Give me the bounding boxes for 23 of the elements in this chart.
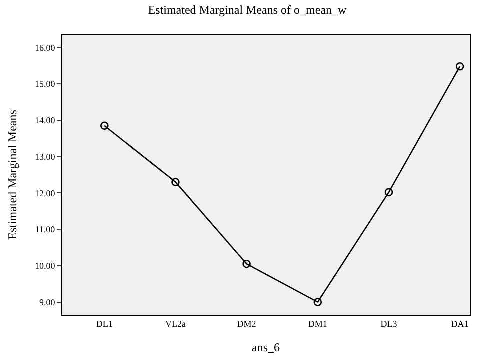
y-tick-label: 12.00 (34, 188, 56, 198)
x-tick-label: VL2a (165, 318, 186, 329)
point (100, 122, 109, 130)
point (456, 62, 464, 71)
chart-title: Estimated Marginal Means of o_mean_w (148, 2, 348, 17)
y-axis-title: Estimated Marginal Means (5, 110, 20, 240)
y-tick-label: 13.00 (34, 152, 56, 162)
x-tick-label: DA1 (451, 318, 469, 329)
point (172, 178, 180, 186)
point (242, 260, 251, 268)
y-tick-label: 15.00 (34, 79, 56, 90)
x-axis-title: ans_6 (252, 340, 280, 355)
y-tick-label: 16.00 (34, 42, 56, 53)
y-tick-label: 10.00 (34, 261, 56, 272)
x-tick-label: DM1 (308, 318, 328, 329)
x-tick-label: DL1 (96, 318, 113, 329)
x-tick-label: DL3 (380, 318, 398, 329)
point (314, 298, 322, 306)
x-tick-label: DM2 (237, 318, 256, 329)
y-tick-label: 11.00 (35, 224, 56, 235)
y-tick-label: 14.00 (34, 116, 56, 126)
y-tick-label: 9.00 (39, 297, 56, 308)
point (384, 188, 394, 197)
